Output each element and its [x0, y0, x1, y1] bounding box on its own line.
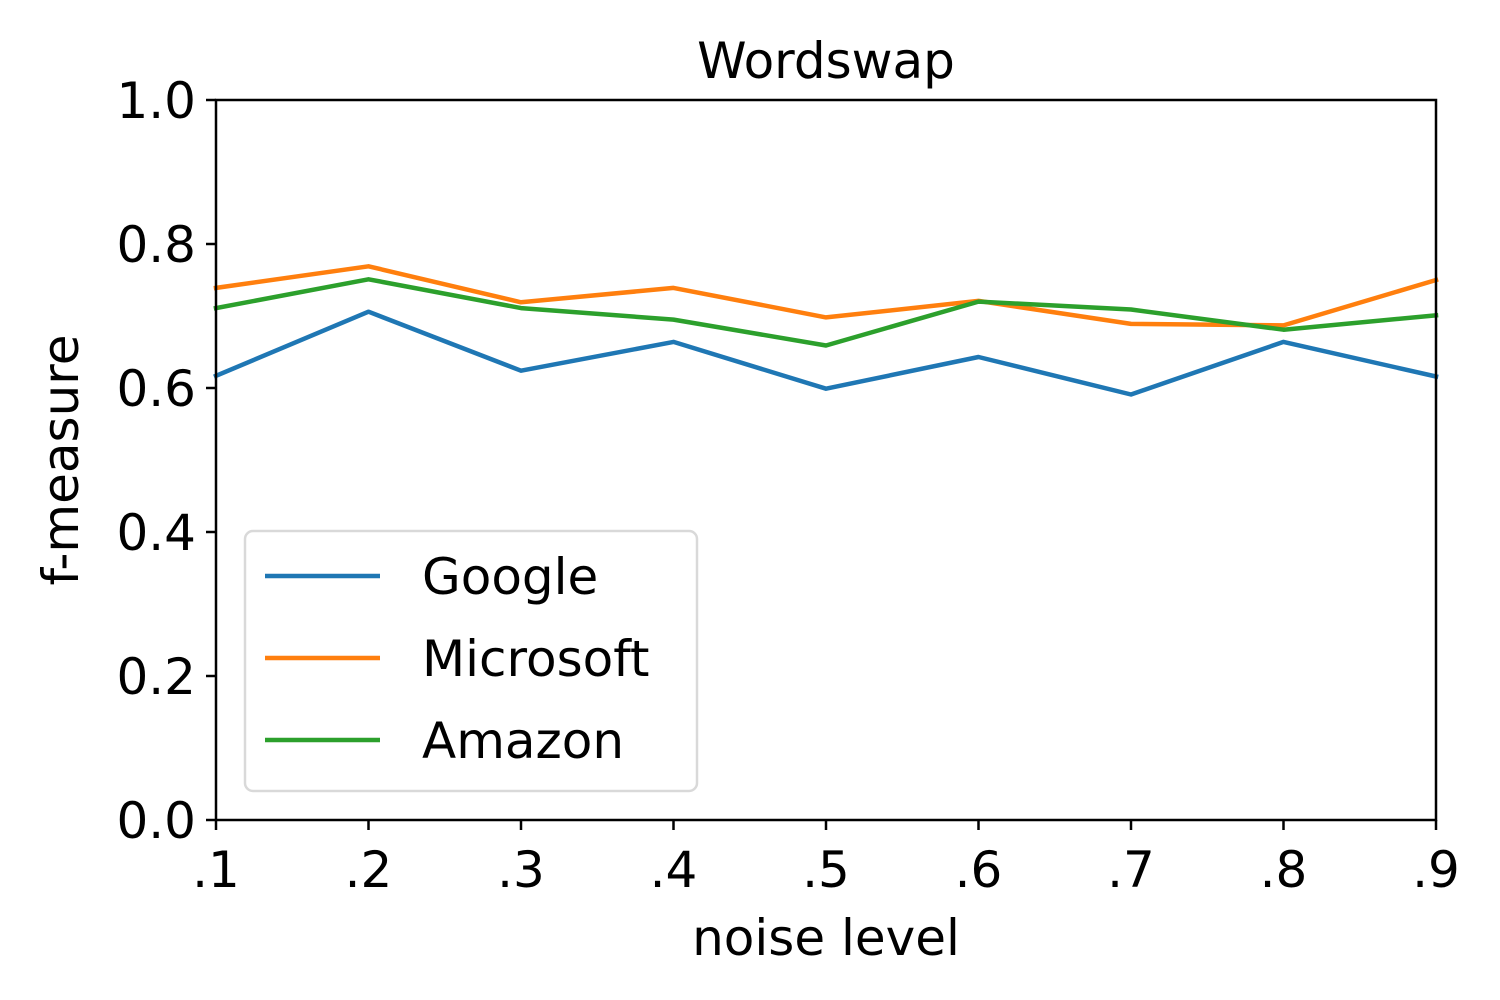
legend-box [243, 529, 699, 793]
series-line-google [213, 309, 1439, 397]
chart-title: Wordswap [697, 32, 955, 90]
y-tick-label: 0.4 [116, 504, 196, 562]
y-tick-label: 1.0 [116, 72, 196, 130]
y-tick-label: 0.6 [116, 360, 196, 418]
legend-label-google: Google [422, 548, 598, 606]
x-tick-label: .5 [802, 841, 850, 899]
plot-lines [213, 264, 1439, 397]
y-tick-label: 0.2 [116, 648, 196, 706]
x-tick-label: .8 [1260, 841, 1308, 899]
x-tick-label: .9 [1412, 841, 1460, 899]
legend-label-amazon: Amazon [422, 712, 624, 770]
x-tick-label: .4 [650, 841, 698, 899]
series-line-microsoft [213, 264, 1439, 328]
x-tick-label: .2 [345, 841, 393, 899]
series-line-amazon [213, 277, 1439, 348]
x-tick-label: .7 [1107, 841, 1155, 899]
x-axis-title: noise level [692, 909, 960, 967]
y-axis-title: f-measure [32, 335, 90, 586]
y-tick-label: 0.0 [116, 792, 196, 850]
x-tick-label: .3 [497, 841, 545, 899]
legend-label-microsoft: Microsoft [422, 630, 650, 688]
x-tick-label: .6 [955, 841, 1003, 899]
y-axis: 0.0 0.2 0.4 0.6 0.8 1.0 [116, 72, 216, 850]
legend: Google Microsoft Amazon [243, 529, 699, 793]
y-tick-label: 0.8 [116, 216, 196, 274]
x-axis: .1 .2 .3 .4 .5 .6 .7 .8 .9 [192, 820, 1460, 899]
x-tick-label: .1 [192, 841, 240, 899]
